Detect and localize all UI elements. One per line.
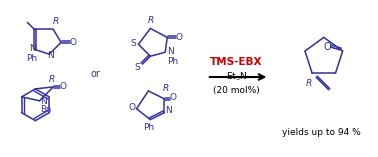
Text: yields up to 94 %: yields up to 94 % bbox=[282, 128, 361, 137]
Text: S: S bbox=[135, 63, 140, 72]
Text: R: R bbox=[163, 84, 169, 93]
Text: N: N bbox=[40, 97, 47, 106]
Text: O: O bbox=[70, 38, 76, 47]
Text: O: O bbox=[324, 42, 332, 52]
Text: (20 mol%): (20 mol%) bbox=[213, 86, 260, 95]
Text: O: O bbox=[170, 93, 177, 102]
Text: S: S bbox=[131, 39, 136, 48]
Text: R: R bbox=[148, 16, 155, 25]
Text: Ph: Ph bbox=[143, 123, 154, 132]
Text: R: R bbox=[53, 17, 59, 26]
Text: TMS-EBX: TMS-EBX bbox=[210, 57, 263, 67]
Text: O: O bbox=[60, 82, 67, 91]
Text: R: R bbox=[49, 76, 55, 84]
Text: Et$_3$N: Et$_3$N bbox=[226, 71, 247, 83]
Text: N: N bbox=[167, 47, 174, 56]
Text: Ph: Ph bbox=[26, 54, 37, 63]
Text: Ph: Ph bbox=[167, 57, 179, 66]
Text: R: R bbox=[306, 79, 312, 88]
Text: N: N bbox=[29, 44, 36, 53]
Text: N: N bbox=[47, 51, 54, 60]
Text: O: O bbox=[128, 103, 135, 112]
Text: Bn: Bn bbox=[40, 105, 51, 114]
Text: or: or bbox=[91, 69, 101, 79]
Text: N: N bbox=[165, 106, 172, 115]
Text: O: O bbox=[176, 33, 183, 42]
